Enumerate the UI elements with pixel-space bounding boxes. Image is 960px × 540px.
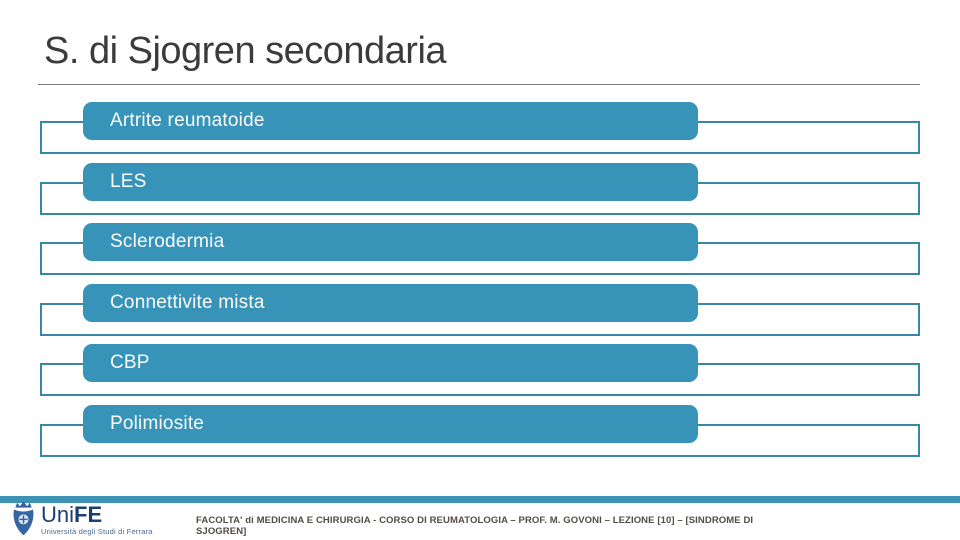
list-item-box: Sclerodermia (83, 223, 698, 262)
list-item-box: CBP (83, 344, 698, 383)
list-item-label: CBP (110, 352, 150, 374)
list-item-box: Artrite reumatoide (83, 102, 698, 140)
slide-title: S. di Sjogren secondaria (44, 30, 447, 72)
list-item-box: Connettivite mista (83, 283, 698, 322)
list-item-label: Connettivite mista (110, 291, 265, 313)
footer-accent-bar (0, 496, 960, 503)
logo-text-uni: Uni (41, 502, 75, 527)
unife-crest-icon (13, 501, 34, 536)
list-item-box: Polimiosite (83, 404, 698, 443)
list-row: Sclerodermia (40, 223, 920, 276)
footer-caption: FACOLTA' di MEDICINA E CHIRURGIA - CORSO… (196, 515, 754, 537)
list-row: Polimiosite (40, 404, 920, 457)
unife-logo-text: UniFE (41, 504, 102, 526)
list-item-label: Artrite reumatoide (110, 110, 265, 131)
unife-logo-subtitle: Università degli Studi di Ferrara (41, 527, 153, 536)
list-item-label: Polimiosite (110, 412, 205, 434)
list-item-label: Sclerodermia (110, 231, 225, 253)
logo-text-fe: FE (74, 502, 103, 527)
list-row: Connettivite mista (40, 283, 920, 336)
list-item-label: LES (110, 170, 147, 192)
list-row: Artrite reumatoide (40, 102, 920, 154)
title-underline (38, 84, 920, 85)
list-row: CBP (40, 344, 920, 397)
list-row: LES (40, 162, 920, 215)
list-diagram: Artrite reumatoide LES Sclerodermia Conn… (40, 102, 920, 466)
list-item-box: LES (83, 162, 698, 201)
